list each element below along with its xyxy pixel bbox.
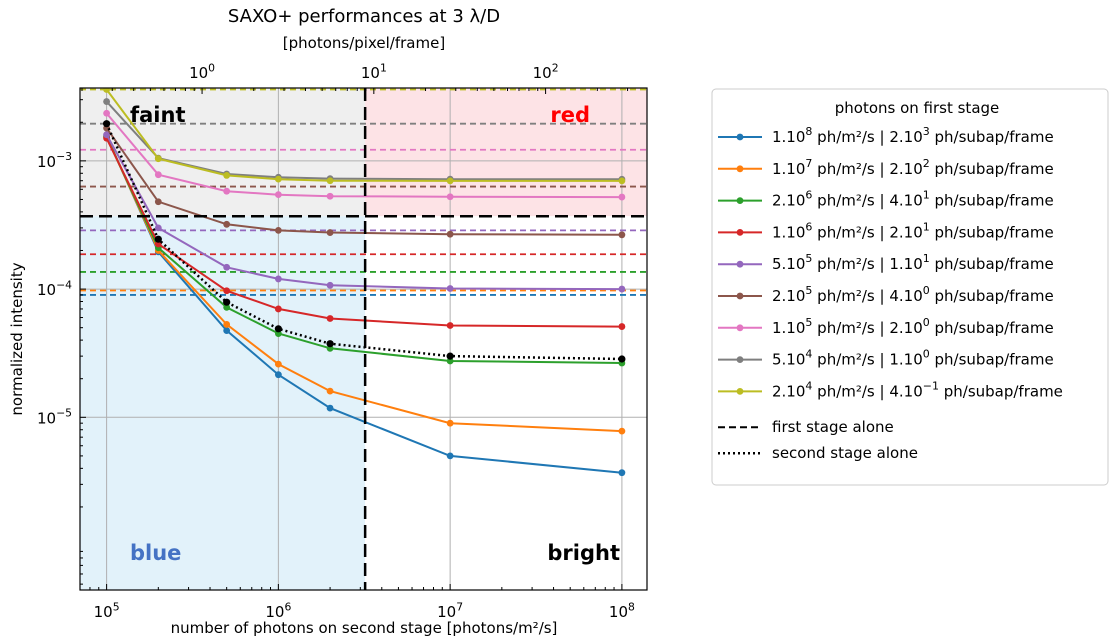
data-point <box>326 315 334 322</box>
data-point <box>103 88 111 93</box>
data-point <box>154 198 162 206</box>
x-tick-label: 106 <box>265 600 291 621</box>
data-point <box>274 275 282 283</box>
plot-frame <box>79 87 648 591</box>
data-point <box>446 452 454 460</box>
bright-label: bright <box>547 541 620 565</box>
data-point <box>446 230 454 238</box>
top-tick-label: 101 <box>361 61 387 82</box>
data-point <box>223 220 231 228</box>
data-point <box>618 177 626 185</box>
legend-marker <box>736 388 744 395</box>
x-tick-label: 105 <box>94 600 120 621</box>
data-point <box>154 155 162 163</box>
data-point <box>446 322 454 329</box>
second-stage-point <box>326 340 334 348</box>
data-point <box>274 305 282 313</box>
second-stage-point <box>446 352 454 360</box>
y-tick-label: 10−3 <box>37 150 72 171</box>
data-point <box>446 193 454 201</box>
legend-item-label: 2.104 ph/m²/s | 4.10−1 ph/subap/frame <box>772 379 1063 400</box>
legend-marker <box>736 324 744 332</box>
legend-item-label: 1.108 ph/m²/s | 2.103 ph/subap/frame <box>772 125 1054 146</box>
legend-item-label: 5.104 ph/m²/s | 1.100 ph/subap/frame <box>772 348 1054 369</box>
data-point <box>223 321 231 328</box>
blue-region <box>80 216 366 590</box>
data-point <box>274 226 282 234</box>
blue-label: blue <box>130 541 181 565</box>
legend-item-label: 2.106 ph/m²/s | 4.101 ph/subap/frame <box>772 189 1054 210</box>
data-point <box>223 327 231 334</box>
legend-second-stage-label: second stage alone <box>772 444 918 462</box>
data-point <box>223 303 231 311</box>
legend-first-stage-label: first stage alone <box>772 418 894 436</box>
x-tick-label: 107 <box>437 600 463 621</box>
red-region <box>365 88 647 217</box>
data-point <box>103 98 111 105</box>
data-point <box>326 192 334 200</box>
faint-label: faint <box>130 103 186 127</box>
data-point <box>446 419 454 427</box>
top-tick-label: 100 <box>189 61 215 82</box>
data-point <box>103 131 111 139</box>
chart-title: SAXO+ performances at 3 λ/D <box>228 6 500 27</box>
red-label: red <box>550 103 590 127</box>
y-axis-label: normalized intensity <box>8 262 26 415</box>
data-point <box>274 360 282 368</box>
legend-item-label: 1.107 ph/m²/s | 2.102 ph/subap/frame <box>772 157 1054 178</box>
y-tick-label: 10−5 <box>37 407 72 428</box>
data-point <box>154 224 162 232</box>
x-axis-label: number of photons on second stage [photo… <box>171 619 558 637</box>
data-point <box>274 191 282 199</box>
data-point <box>223 263 231 271</box>
data-point <box>618 285 626 293</box>
legend-title: photons on first stage <box>835 99 1000 117</box>
bright-region <box>365 216 647 590</box>
y-tick-label: 10−4 <box>37 278 72 299</box>
legend-marker <box>736 292 744 300</box>
legend-item-label: 2.105 ph/m²/s | 4.100 ph/subap/frame <box>772 284 1054 305</box>
legend-marker <box>736 260 744 268</box>
top-axis-label: [photons/pixel/frame] <box>283 34 445 52</box>
data-point <box>326 177 334 185</box>
legend-item-label: 5.105 ph/m²/s | 1.101 ph/subap/frame <box>772 252 1054 273</box>
data-point <box>274 175 282 183</box>
data-point <box>103 109 111 117</box>
second-stage-point <box>223 298 231 306</box>
data-point <box>618 231 626 239</box>
data-point <box>446 177 454 185</box>
second-stage-point <box>618 355 626 363</box>
data-point <box>326 229 334 236</box>
legend-item-label: 1.105 ph/m²/s | 2.100 ph/subap/frame <box>772 316 1054 337</box>
top-tick-label: 102 <box>533 61 559 82</box>
data-point <box>274 371 282 379</box>
data-point <box>223 187 231 195</box>
data-point <box>223 287 231 295</box>
data-point <box>326 387 334 395</box>
data-point <box>618 427 626 435</box>
legend-box <box>711 88 1109 486</box>
legend-marker <box>736 165 744 173</box>
legend-marker <box>736 197 744 205</box>
legend-item-label: 1.106 ph/m²/s | 2.101 ph/subap/frame <box>772 220 1054 241</box>
legend-marker <box>736 133 744 141</box>
legend-marker <box>736 356 744 363</box>
data-point <box>326 404 334 412</box>
legend: photons on first stage 1.108 ph/m²/s | 2… <box>711 88 1109 486</box>
data-point <box>446 285 454 292</box>
second-stage-point <box>154 235 162 243</box>
legend-marker <box>736 229 744 236</box>
grid-lines <box>80 88 647 590</box>
second-stage-point <box>274 325 282 333</box>
data-point <box>618 193 626 201</box>
data-point <box>618 469 626 477</box>
x-tick-label: 108 <box>609 600 635 621</box>
second-stage-point <box>103 120 111 128</box>
data-point <box>326 281 334 289</box>
data-point <box>223 172 231 179</box>
data-point <box>154 171 162 179</box>
data-point <box>618 323 626 330</box>
